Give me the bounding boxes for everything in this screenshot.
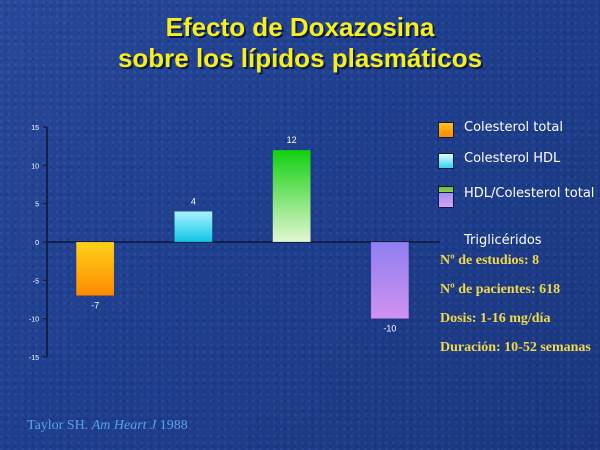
- bar-data-label: -7: [91, 301, 99, 311]
- stat-duracion: Duración: 10-52 semanas: [440, 340, 591, 355]
- legend-swatch-colesterol-total: [438, 122, 454, 138]
- citation: Taylor SH. Am Heart J 1988: [27, 418, 188, 434]
- y-tick-label: 5: [35, 202, 39, 209]
- stat-dosis: Dosis: 1-16 mg/día: [440, 311, 551, 326]
- bar-data-label: 4: [191, 196, 196, 206]
- bar-0: [75, 241, 115, 296]
- stat-pacientes: Nº de pacientes: 618: [440, 282, 561, 297]
- legend-label-text: HDL/Colesterol total: [464, 186, 595, 201]
- y-tick-label: 15: [31, 125, 39, 132]
- legend-label: Triglicéridos: [464, 233, 542, 248]
- y-tick-label: 10: [31, 163, 39, 170]
- legend-swatch-trigliceridos: [438, 192, 454, 208]
- bar-data-label: 12: [287, 135, 297, 145]
- bar-1: [174, 211, 213, 243]
- citation-year: 1988: [159, 418, 188, 433]
- bar-2: [272, 149, 311, 243]
- bar-3: [370, 241, 410, 319]
- y-tick-label: -10: [29, 317, 39, 324]
- y-tick-label: -15: [29, 355, 39, 362]
- citation-journal: Am Heart J: [91, 418, 157, 433]
- study-stats: Nº de estudios: 8 Nº de pacientes: 618 D…: [440, 252, 600, 368]
- title-line-2: sobre los lípidos plasmáticos: [117, 43, 483, 73]
- slide-title: Efecto de Doxazosina sobre los lípidos p…: [0, 12, 600, 74]
- legend-label: Colesterol total: [464, 120, 563, 135]
- legend-label: HDL/Colesterol total: [464, 186, 599, 202]
- legend-swatch-colesterol-hdl: [438, 153, 454, 169]
- title-line-1: Efecto de Doxazosina: [165, 12, 435, 42]
- y-tick-label: 0: [35, 240, 39, 247]
- y-tick-label: -5: [33, 278, 39, 285]
- bar-data-label: -10: [383, 324, 396, 334]
- legend-label: Colesterol HDL: [464, 151, 561, 166]
- citation-authors: Taylor SH.: [27, 418, 89, 433]
- stat-estudios: Nº de estudios: 8: [440, 253, 540, 268]
